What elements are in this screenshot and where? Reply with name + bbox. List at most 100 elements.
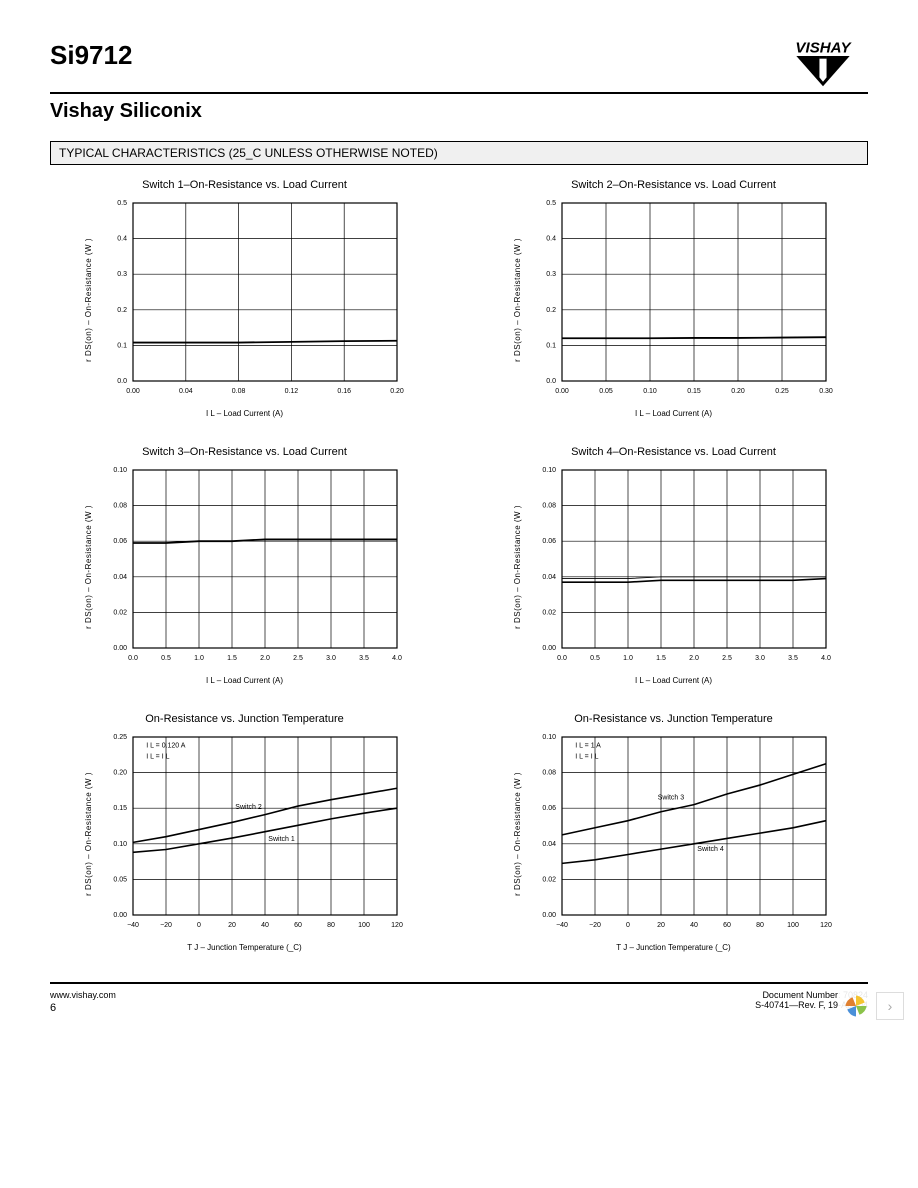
svg-text:I L = 0.120 A: I L = 0.120 A: [146, 743, 186, 750]
svg-text:0.08: 0.08: [542, 503, 556, 510]
chart-cell: Switch 4–On-Resistance vs. Load Current …: [479, 446, 868, 685]
svg-text:−40: −40: [556, 922, 568, 929]
svg-text:Switch 2: Switch 2: [235, 804, 262, 811]
svg-text:0.15: 0.15: [687, 388, 701, 395]
svg-text:0.10: 0.10: [643, 388, 657, 395]
svg-text:0.06: 0.06: [542, 538, 556, 545]
chart-xlabel: I L – Load Current (A): [206, 409, 283, 418]
chart-wrap: r DS(on) – On-Resistance (W ) −40−200204…: [84, 729, 405, 939]
svg-text:0.12: 0.12: [285, 388, 299, 395]
svg-text:0: 0: [197, 922, 201, 929]
chart-title: On-Resistance vs. Junction Temperature: [145, 713, 344, 725]
chart-wrap: r DS(on) – On-Resistance (W ) 0.00 0.04 0.…: [84, 195, 405, 405]
svg-text:0.00: 0.00: [113, 645, 127, 652]
chart-xlabel: I L – Load Current (A): [206, 676, 283, 685]
svg-text:0.10: 0.10: [113, 467, 127, 474]
chart-title: Switch 3–On-Resistance vs. Load Current: [142, 446, 347, 458]
section-title: TYPICAL CHARACTERISTICS (25_C UNLESS OTH…: [50, 141, 868, 165]
svg-text:120: 120: [391, 922, 403, 929]
svg-text:0.5: 0.5: [546, 200, 556, 207]
svg-text:0.20: 0.20: [390, 388, 404, 395]
svg-text:Switch 4: Switch 4: [697, 846, 724, 853]
chart-plot: 0.000.040.080.120.160.200.00.10.20.30.40…: [95, 195, 405, 405]
svg-text:0.04: 0.04: [113, 574, 127, 581]
svg-text:Switch 3: Switch 3: [658, 794, 685, 801]
svg-text:3.5: 3.5: [788, 655, 798, 662]
svg-text:0.10: 0.10: [113, 841, 127, 848]
svg-text:4.0: 4.0: [821, 655, 831, 662]
svg-text:0.00: 0.00: [542, 645, 556, 652]
svg-text:20: 20: [657, 922, 665, 929]
svg-text:0.0: 0.0: [546, 378, 556, 385]
pinwheel-icon: [842, 992, 870, 1020]
svg-text:0.25: 0.25: [775, 388, 789, 395]
svg-text:0.5: 0.5: [590, 655, 600, 662]
svg-text:0.30: 0.30: [819, 388, 833, 395]
svg-text:0.00: 0.00: [542, 912, 556, 919]
chart-cell: Switch 1–On-Resistance vs. Load Current …: [50, 179, 439, 418]
svg-text:100: 100: [358, 922, 370, 929]
chart-ylabel: r DS(on) – On-Resistance (W ): [84, 238, 93, 362]
chart-cell: On-Resistance vs. Junction Temperature r…: [50, 713, 439, 952]
svg-text:0.4: 0.4: [546, 236, 556, 243]
svg-text:0.0: 0.0: [557, 655, 567, 662]
svg-text:0.00: 0.00: [126, 388, 140, 395]
svg-text:0.05: 0.05: [113, 876, 127, 883]
svg-text:120: 120: [820, 922, 832, 929]
svg-text:0.0: 0.0: [117, 378, 127, 385]
svg-text:0.3: 0.3: [117, 271, 127, 278]
svg-text:60: 60: [294, 922, 302, 929]
svg-text:4.0: 4.0: [392, 655, 402, 662]
chart-plot: 0.00.51.01.52.02.53.03.54.00.000.020.040…: [524, 462, 834, 672]
chart-title: Switch 2–On-Resistance vs. Load Current: [571, 179, 776, 191]
svg-text:0.4: 0.4: [117, 236, 127, 243]
chart-cell: Switch 2–On-Resistance vs. Load Current …: [479, 179, 868, 418]
chart-ylabel: r DS(on) – On-Resistance (W ): [84, 772, 93, 896]
svg-text:3.5: 3.5: [359, 655, 369, 662]
chart-ylabel: r DS(on) – On-Resistance (W ): [513, 505, 522, 629]
vishay-logo: VISHAY: [778, 40, 868, 88]
svg-text:0.00: 0.00: [113, 912, 127, 919]
svg-text:−20: −20: [589, 922, 601, 929]
page-number: 6: [50, 1002, 116, 1014]
svg-text:40: 40: [690, 922, 698, 929]
svg-text:3.0: 3.0: [326, 655, 336, 662]
svg-text:0.15: 0.15: [113, 805, 127, 812]
chart-xlabel: I L – Load Current (A): [635, 676, 712, 685]
svg-text:0.20: 0.20: [113, 770, 127, 777]
next-arrow[interactable]: ›: [876, 992, 904, 1020]
svg-text:0.05: 0.05: [599, 388, 613, 395]
svg-text:0.25: 0.25: [113, 734, 127, 741]
part-number: Si9712: [50, 40, 132, 71]
svg-text:0.06: 0.06: [542, 805, 556, 812]
header: Si9712 VISHAY: [50, 40, 868, 94]
svg-text:−20: −20: [160, 922, 172, 929]
chart-wrap: r DS(on) – On-Resistance (W ) −40−200204…: [513, 729, 834, 939]
footer: www.vishay.com 6 Document Number: 70824 …: [50, 982, 868, 1014]
svg-text:0.02: 0.02: [542, 876, 556, 883]
svg-text:0.10: 0.10: [542, 467, 556, 474]
svg-text:0.02: 0.02: [113, 609, 127, 616]
svg-text:0.04: 0.04: [179, 388, 193, 395]
svg-text:1.5: 1.5: [656, 655, 666, 662]
chart-plot-4: −40−200204060801001200.000.050.100.150.2…: [95, 729, 405, 939]
chart-plot-0: 0.000.040.080.120.160.200.00.10.20.30.40…: [95, 195, 405, 405]
chart-wrap: r DS(on) – On-Resistance (W ) 0.00.51.01…: [84, 462, 405, 672]
svg-text:0.0: 0.0: [128, 655, 138, 662]
footer-url: www.vishay.com: [50, 990, 116, 1000]
svg-text:60: 60: [723, 922, 731, 929]
svg-text:20: 20: [228, 922, 236, 929]
chart-plot: −40−200204060801001200.000.020.040.060.0…: [524, 729, 834, 939]
svg-text:0.1: 0.1: [546, 342, 556, 349]
svg-text:1.5: 1.5: [227, 655, 237, 662]
svg-text:I L = I L: I L = I L: [575, 753, 598, 760]
svg-text:0.2: 0.2: [117, 307, 127, 314]
svg-text:I L = I L: I L = I L: [146, 753, 169, 760]
svg-text:0.1: 0.1: [117, 342, 127, 349]
chart-cell: Switch 3–On-Resistance vs. Load Current …: [50, 446, 439, 685]
svg-text:1.0: 1.0: [623, 655, 633, 662]
chart-title: Switch 4–On-Resistance vs. Load Current: [571, 446, 776, 458]
chart-plot: −40−200204060801001200.000.050.100.150.2…: [95, 729, 405, 939]
chart-xlabel: T J – Junction Temperature (_C): [616, 943, 730, 952]
svg-text:0.5: 0.5: [117, 200, 127, 207]
